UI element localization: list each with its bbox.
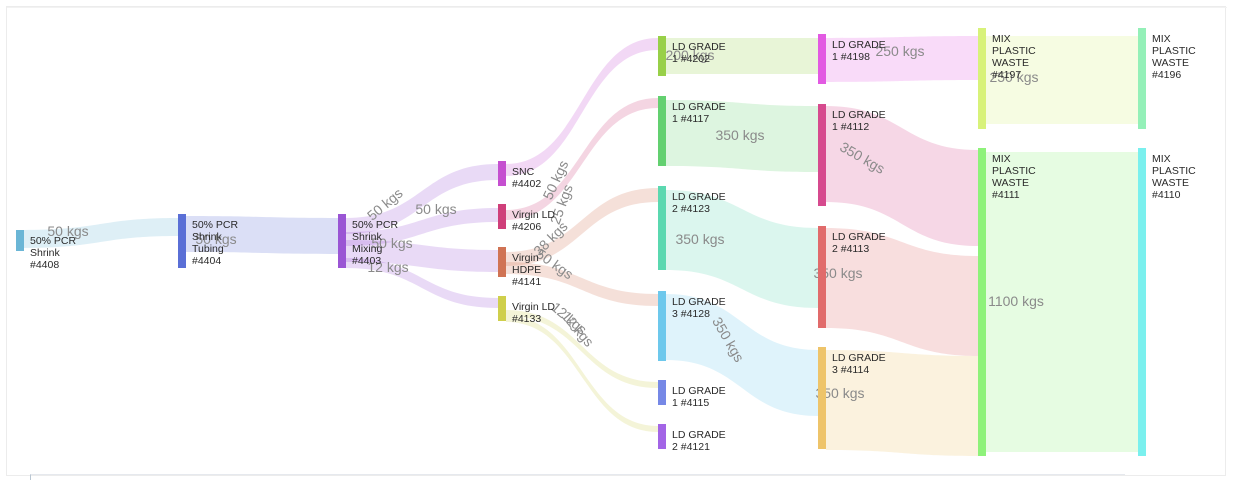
link-value-label: 50 kgs: [47, 223, 88, 239]
link-n4403-n4402[interactable]: [346, 164, 498, 234]
link-n4113-n4111[interactable]: [826, 228, 978, 356]
node-4404[interactable]: [178, 214, 186, 268]
node-label: SNC #4402: [512, 166, 541, 190]
link-value-label: 50 kgs: [371, 235, 412, 251]
link-value-label: 250 kgs: [875, 43, 924, 59]
node-label: LD GRADE 1 #4115: [672, 385, 726, 409]
node-4111[interactable]: [978, 148, 986, 456]
links-layer: [24, 36, 1138, 456]
link-value-label: 1100 kgs: [988, 293, 1044, 309]
node-4141[interactable]: [498, 247, 506, 277]
link-value-label: 350 kgs: [715, 127, 764, 143]
node-4114[interactable]: [818, 347, 826, 449]
node-4110[interactable]: [1138, 148, 1146, 456]
node-label: MIX PLASTIC WASTE #4110: [1152, 153, 1196, 201]
link-n4402-n4202[interactable]: [506, 38, 658, 176]
nodes-layer: 50% PCR Shrink #4408 50% PCR Shrink Tubing #44…: [16, 28, 1196, 456]
link-value-label: 200 kgs: [665, 47, 714, 63]
link-value-label: 350 kgs: [675, 231, 724, 247]
link-value-label: 50 kgs: [415, 201, 456, 217]
link-n4111-n4110[interactable]: [986, 152, 1138, 452]
node-4198[interactable]: [818, 34, 826, 84]
link-value-label: 350 kgs: [815, 385, 864, 401]
node-4123[interactable]: [658, 186, 666, 270]
node-label: MIX PLASTIC WASTE #4196: [1152, 33, 1196, 81]
node-4112[interactable]: [818, 104, 826, 206]
link-n4198-n4197[interactable]: [826, 36, 978, 82]
link-n4114-n4111[interactable]: [826, 350, 978, 456]
node-label: LD GRADE 3 #4114: [832, 352, 886, 376]
link-n4133-n4121[interactable]: [506, 316, 658, 432]
node-4128[interactable]: [658, 291, 666, 361]
link-n4133-n4115[interactable]: [506, 310, 658, 388]
node-label: Virgin LD #4133: [512, 301, 555, 325]
node-label: MIX PLASTIC WASTE #4197: [992, 33, 1036, 81]
link-n4128-n4114[interactable]: [666, 294, 818, 416]
chart-frame: [6, 6, 1227, 476]
link-n4403-n4206[interactable]: [346, 208, 498, 246]
link-n4197-n4196[interactable]: [986, 36, 1138, 124]
link-n4141-n4128[interactable]: [506, 262, 658, 306]
node-4133[interactable]: [498, 296, 506, 321]
link-n4403-n4133[interactable]: [346, 258, 498, 308]
horizontal-scrollbar[interactable]: [30, 474, 1125, 480]
link-n4408-n4404[interactable]: [24, 218, 178, 248]
node-label: LD GRADE 1 #4202: [672, 41, 726, 65]
link-n4112-n4111[interactable]: [826, 106, 978, 246]
node-label: LD GRADE 2 #4113: [832, 231, 886, 255]
node-4202[interactable]: [658, 36, 666, 76]
node-4121[interactable]: [658, 424, 666, 449]
node-label: MIX PLASTIC WASTE #4111: [992, 153, 1036, 201]
node-label: LD GRADE 3 #4128: [672, 296, 726, 320]
link-n4117-n4112[interactable]: [666, 100, 818, 172]
link-n4141-n4123[interactable]: [506, 188, 658, 266]
link-value-label: 50 kgs: [195, 231, 236, 247]
link-n4404-n4403[interactable]: [186, 216, 338, 254]
node-label: LD GRADE 2 #4121: [672, 429, 726, 453]
node-4115[interactable]: [658, 380, 666, 405]
link-n4123-n4113[interactable]: [666, 190, 818, 308]
node-4403[interactable]: [338, 214, 346, 268]
frame-top-edge: [7, 7, 1227, 8]
link-value-label: 12 kgs: [367, 259, 408, 275]
node-4408[interactable]: [16, 230, 24, 251]
link-n4403-n4141[interactable]: [346, 240, 498, 272]
node-label: LD GRADE 1 #4117: [672, 101, 726, 125]
node-4117[interactable]: [658, 96, 666, 166]
node-label: 50% PCR Shrink Tubing #4404: [192, 219, 239, 267]
link-n4206-n4117[interactable]: [506, 98, 658, 220]
node-4113[interactable]: [818, 226, 826, 328]
link-value-label: 250 kgs: [989, 69, 1038, 85]
node-label: 50% PCR Shrink Mixing #4403: [352, 219, 399, 267]
node-4196[interactable]: [1138, 28, 1146, 129]
node-label: 50% PCR Shrink #4408: [30, 235, 77, 271]
node-label: LD GRADE 2 #4123: [672, 191, 726, 215]
node-4402[interactable]: [498, 161, 506, 186]
node-4206[interactable]: [498, 204, 506, 229]
node-label: Virgin LD #4206: [512, 209, 555, 233]
link-n4202-n4198[interactable]: [666, 38, 818, 74]
node-4197[interactable]: [978, 28, 986, 129]
node-label: LD GRADE 1 #4112: [832, 109, 886, 133]
node-label: LD GRADE 1 #4198: [832, 39, 886, 63]
node-label: Virgin HDPE #4141: [512, 252, 541, 288]
